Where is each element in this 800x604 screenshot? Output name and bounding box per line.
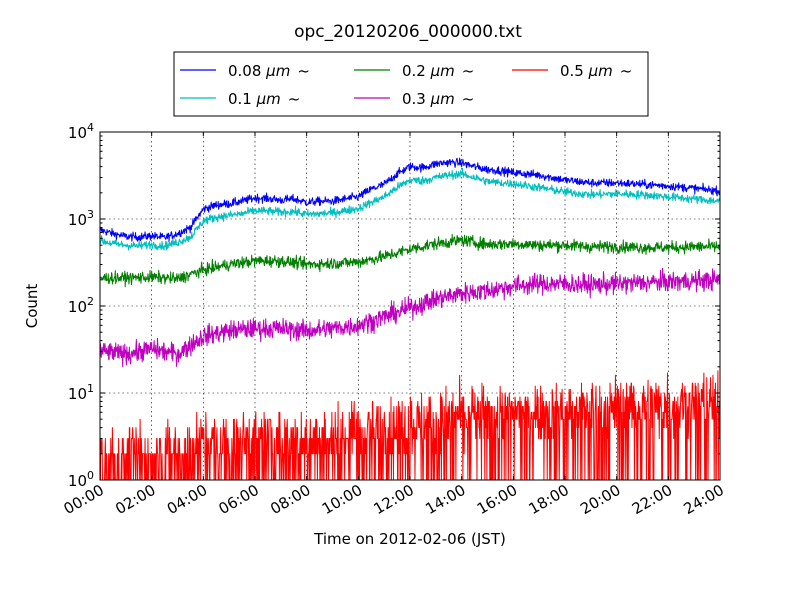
legend-size: 0.1 [228,90,257,108]
legend: 0.08 μm ~0.1 μm ~0.2 μm ~0.3 μm ~0.5 μm ~ [173,51,649,117]
legend-entry: 0.5 μm ~ [512,62,632,80]
y-axis-label: Count [23,284,41,329]
y-tick-base: 10 [68,211,87,229]
legend-entry: 0.1 μm ~ [180,90,300,108]
legend-label: 0.5 μm ~ [560,62,632,80]
legend-entry: 0.08 μm ~ [180,62,310,80]
y-tick-label: 103 [68,208,94,229]
legend-entry: 0.2 μm ~ [354,62,474,80]
legend-unit: μm [256,90,281,108]
series-line-2 [100,167,720,251]
series-line-4 [100,267,720,368]
legend-label: 0.3 μm ~ [402,90,474,108]
legend-tilde: ~ [297,62,310,80]
y-tick-base: 10 [68,298,87,316]
legend-tilde: ~ [462,62,475,80]
ticks [99,131,721,481]
legend-size: 0.5 [560,62,589,80]
x-axis-label: Time on 2012-02-06 (JST) [313,530,506,548]
y-tick-exponent: 0 [87,469,94,482]
y-tick-base: 10 [68,124,87,142]
y-tick-base: 10 [68,385,87,403]
legend-size: 0.2 [402,62,431,80]
legend-tilde: ~ [620,62,633,80]
legend-label: 0.2 μm ~ [402,62,474,80]
legend-entry: 0.3 μm ~ [354,90,474,108]
chart-title: opc_20120206_000000.txt [294,22,522,42]
series-line-3 [100,233,720,288]
legend-label: 0.08 μm ~ [228,62,310,80]
y-tick-base: 10 [68,472,87,490]
series-line-5 [100,370,720,480]
legend-unit: μm [265,62,290,80]
y-tick-label: 102 [68,295,94,316]
y-tick-label: 100 [68,469,94,490]
series-layer [100,157,720,480]
series-line-1 [100,157,720,243]
legend-label: 0.1 μm ~ [228,90,300,108]
y-tick-exponent: 2 [87,295,94,308]
legend-tilde: ~ [288,90,301,108]
legend-unit: μm [430,62,455,80]
y-tick-exponent: 1 [87,382,94,395]
legend-unit: μm [588,62,613,80]
y-tick-exponent: 3 [87,208,94,221]
y-tick-label: 104 [68,121,94,142]
legend-tilde: ~ [462,90,475,108]
y-tick-exponent: 4 [87,121,94,134]
legend-size: 0.08 [228,62,266,80]
legend-box [173,51,649,117]
y-tick-label: 101 [68,382,94,403]
legend-size: 0.3 [402,90,431,108]
legend-unit: μm [430,90,455,108]
